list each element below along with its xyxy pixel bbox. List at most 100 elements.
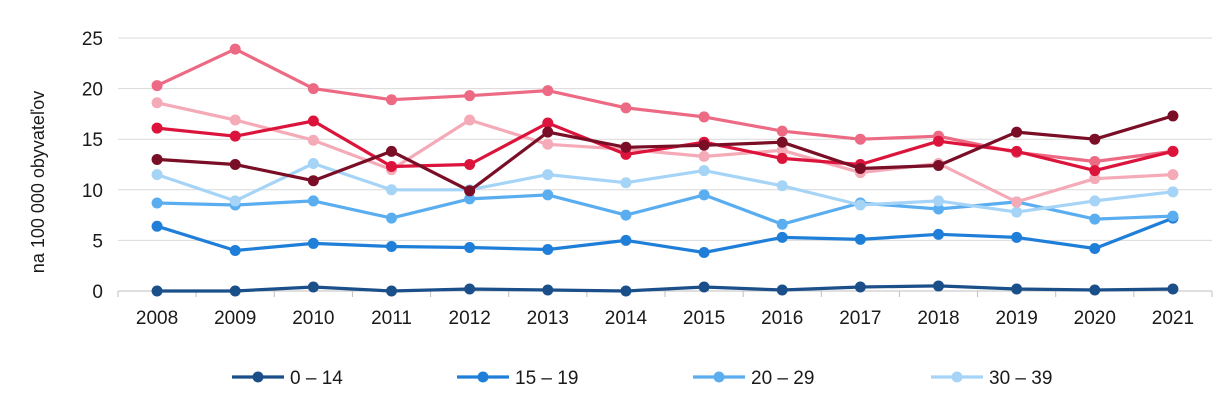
series-7 xyxy=(151,110,1179,197)
data-point xyxy=(151,169,163,181)
y-axis-title: na 100 000 obyvateľov xyxy=(28,91,48,273)
legend-label: 20 – 29 xyxy=(751,368,814,389)
data-point xyxy=(1011,126,1023,138)
data-point xyxy=(386,240,397,252)
data-point xyxy=(1089,213,1101,225)
data-point xyxy=(620,285,632,297)
data-point xyxy=(464,114,476,126)
data-point xyxy=(698,111,710,123)
data-point xyxy=(307,237,319,249)
data-point xyxy=(1089,173,1101,185)
y-tick-label: 0 xyxy=(92,282,103,303)
data-point xyxy=(933,195,944,207)
legend-swatch-marker xyxy=(951,371,963,383)
data-point xyxy=(854,199,866,211)
legend-label: 30 – 39 xyxy=(989,368,1052,389)
data-point xyxy=(229,130,241,142)
data-point xyxy=(620,234,632,246)
data-point xyxy=(307,281,319,293)
data-point xyxy=(542,85,554,97)
data-point xyxy=(229,245,241,257)
data-point xyxy=(464,283,476,295)
series-line xyxy=(156,216,1174,255)
data-point xyxy=(386,184,397,196)
data-point xyxy=(229,195,241,207)
x-tick-label: 2012 xyxy=(449,308,491,329)
data-point xyxy=(542,189,554,201)
legend-swatch-marker xyxy=(252,371,264,383)
data-point xyxy=(854,133,866,145)
data-point xyxy=(386,212,397,224)
data-point xyxy=(542,169,554,181)
data-point xyxy=(698,150,710,162)
data-point xyxy=(698,189,710,201)
data-point xyxy=(620,102,632,114)
data-point xyxy=(1089,165,1101,177)
series-line xyxy=(157,193,1173,226)
data-point xyxy=(1011,231,1023,243)
data-point xyxy=(151,97,163,109)
legend-label: 15 – 19 xyxy=(515,368,578,389)
x-tick-label: 2013 xyxy=(527,308,569,329)
data-point xyxy=(776,136,788,148)
data-point xyxy=(151,80,163,92)
data-point xyxy=(854,281,866,293)
data-point xyxy=(1011,206,1023,218)
data-point xyxy=(386,94,397,106)
series-lines xyxy=(151,43,1179,297)
data-point xyxy=(1167,210,1179,222)
legend: 0 – 14 15 – 19 20 – 29 30 – 39 xyxy=(232,368,1052,389)
y-tick-label: 25 xyxy=(82,29,103,50)
legend-swatch-marker xyxy=(713,371,725,383)
data-point xyxy=(151,122,163,134)
data-point xyxy=(464,159,476,170)
data-point xyxy=(229,114,241,126)
data-point xyxy=(307,134,319,146)
x-tick-label: 2018 xyxy=(917,308,959,329)
data-point xyxy=(464,185,476,197)
data-point xyxy=(307,195,319,207)
legend-swatch-marker xyxy=(477,371,489,383)
series-line xyxy=(157,284,1173,293)
series-line xyxy=(156,47,1174,164)
data-point xyxy=(620,209,632,221)
data-point xyxy=(542,138,554,150)
data-point xyxy=(464,193,476,205)
x-tick-label: 2015 xyxy=(683,308,725,329)
data-point xyxy=(542,126,554,138)
data-point xyxy=(386,161,397,173)
series-0 xyxy=(151,280,1179,297)
x-tick-label: 2010 xyxy=(292,308,334,329)
data-point xyxy=(776,218,788,230)
data-point xyxy=(229,285,241,297)
data-point xyxy=(307,175,319,187)
data-point xyxy=(1089,242,1101,254)
data-point xyxy=(1167,110,1179,122)
series-line xyxy=(156,114,1174,193)
series-3 xyxy=(151,157,1179,218)
data-point xyxy=(151,153,163,165)
x-tick-label: 2017 xyxy=(839,308,881,329)
data-point xyxy=(933,135,944,147)
data-point xyxy=(1089,155,1101,167)
data-point xyxy=(698,247,710,259)
data-point xyxy=(620,141,632,153)
data-point xyxy=(542,244,554,256)
data-point xyxy=(151,285,163,297)
data-point xyxy=(1011,283,1023,295)
data-point xyxy=(854,233,866,245)
data-point xyxy=(933,280,944,292)
x-tick-label: 2011 xyxy=(371,308,412,329)
data-point xyxy=(386,145,397,157)
x-tick-label: 2021 xyxy=(1152,308,1194,329)
data-point xyxy=(1011,145,1023,157)
data-point xyxy=(464,241,476,253)
data-point xyxy=(933,203,944,215)
data-point xyxy=(854,163,866,175)
series-6 xyxy=(151,115,1179,177)
x-tick-label: 2019 xyxy=(996,308,1038,329)
y-tick-label: 20 xyxy=(82,80,103,101)
data-point xyxy=(933,160,944,172)
y-tick-label: 5 xyxy=(92,231,103,252)
